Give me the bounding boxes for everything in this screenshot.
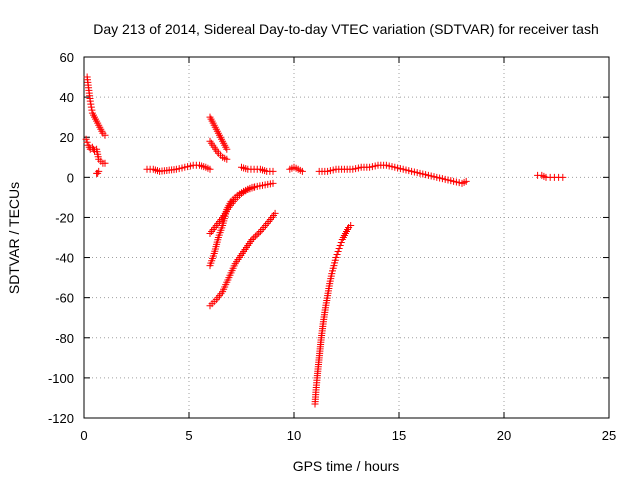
series-track-k [286,163,306,175]
y-tick-label: -100 [48,371,74,386]
y-tick-label: -60 [55,291,74,306]
data-point [335,245,343,253]
data-point [250,234,258,242]
x-tick-label: 10 [287,428,301,443]
y-axis-label: SDTVAR / TECUs [6,182,22,294]
y-tick-label: -20 [55,210,74,225]
y-tick-label: -80 [55,331,74,346]
data-point [298,167,306,175]
y-tick-label: -120 [48,411,74,426]
y-tick-label: 20 [60,130,74,145]
series-track-f [206,137,231,163]
series-track-a [83,73,109,139]
data-point [253,231,261,239]
data-point [462,177,470,185]
data-point [223,145,231,153]
data-point [334,248,342,256]
data-point [101,131,109,139]
data-point [95,167,103,175]
tick-layer: 0 5 10 15 20 25 -120 -100 -80 -60 -40 -20 0 20 40 60 [48,50,616,443]
data-point [332,254,340,262]
data-point [83,138,91,146]
series-track-c [93,167,103,177]
data-point [271,209,279,217]
y-tick-label: 40 [60,90,74,105]
data-point [82,135,90,143]
data-point [255,229,263,237]
data-point [337,239,345,247]
data-point [223,155,231,163]
data-point [87,100,95,108]
chart-title: Day 213 of 2014, Sidereal Day-to-day VTE… [93,21,599,37]
data-point [251,232,259,240]
x-tick-label: 20 [497,428,511,443]
series-track-j [238,163,277,175]
plot-frame [83,56,610,419]
data-point [101,159,109,167]
data-point [269,179,277,187]
series-track-e [206,113,231,153]
data-point [87,103,95,111]
x-tick-label: 15 [392,428,406,443]
y-tick-label: 0 [67,170,74,185]
points-layer [82,73,567,408]
series-track-n [534,171,567,181]
data-point [333,251,341,259]
data-point [86,97,94,105]
series-track-l [315,161,470,187]
grid-layer [84,57,609,418]
data-point [248,236,256,244]
x-tick-label: 5 [185,428,192,443]
data-point [559,173,567,181]
y-tick-label: 60 [60,50,74,65]
series-track-h [206,179,277,270]
x-tick-label: 0 [80,428,87,443]
series-track-d [143,161,214,175]
y-tick-label: -40 [55,251,74,266]
x-axis-label: GPS time / hours [293,458,400,474]
data-point [347,221,355,229]
data-point [336,242,344,250]
data-point [88,106,96,114]
data-point [269,167,277,175]
x-tick-label: 25 [602,428,616,443]
series-track-m [311,221,355,408]
data-point [206,165,214,173]
series-track-b [82,135,109,167]
series-track-i [206,209,279,310]
